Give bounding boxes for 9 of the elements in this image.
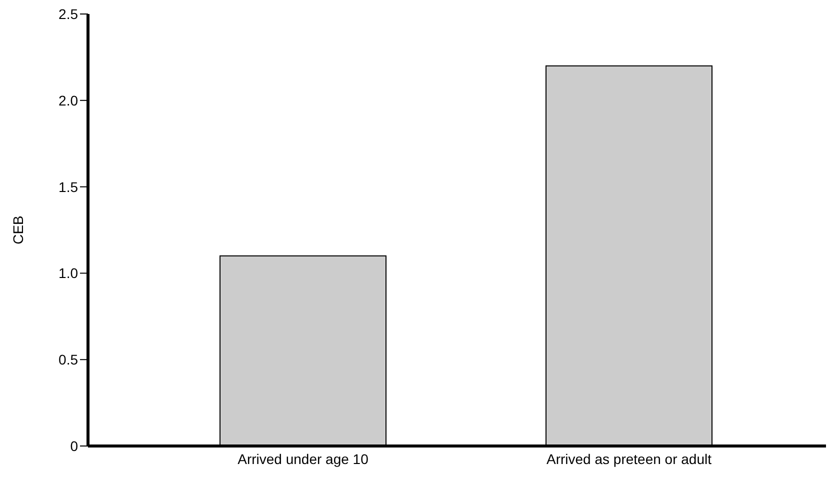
y-tick-label: 1.0 bbox=[58, 265, 78, 282]
y-tick-label: 2.0 bbox=[58, 92, 78, 108]
y-tick-label: 0.5 bbox=[58, 352, 78, 368]
x-tick-label: Arrived under age 10 bbox=[238, 450, 369, 467]
x-tick-label: Arrived as preteen or adult bbox=[546, 450, 712, 467]
y-tick-label: 0 bbox=[70, 438, 78, 454]
y-axis-title: CEB bbox=[10, 216, 26, 244]
y-tick-label: 2.5 bbox=[58, 6, 78, 22]
y-tick-label: 1.5 bbox=[58, 178, 78, 195]
